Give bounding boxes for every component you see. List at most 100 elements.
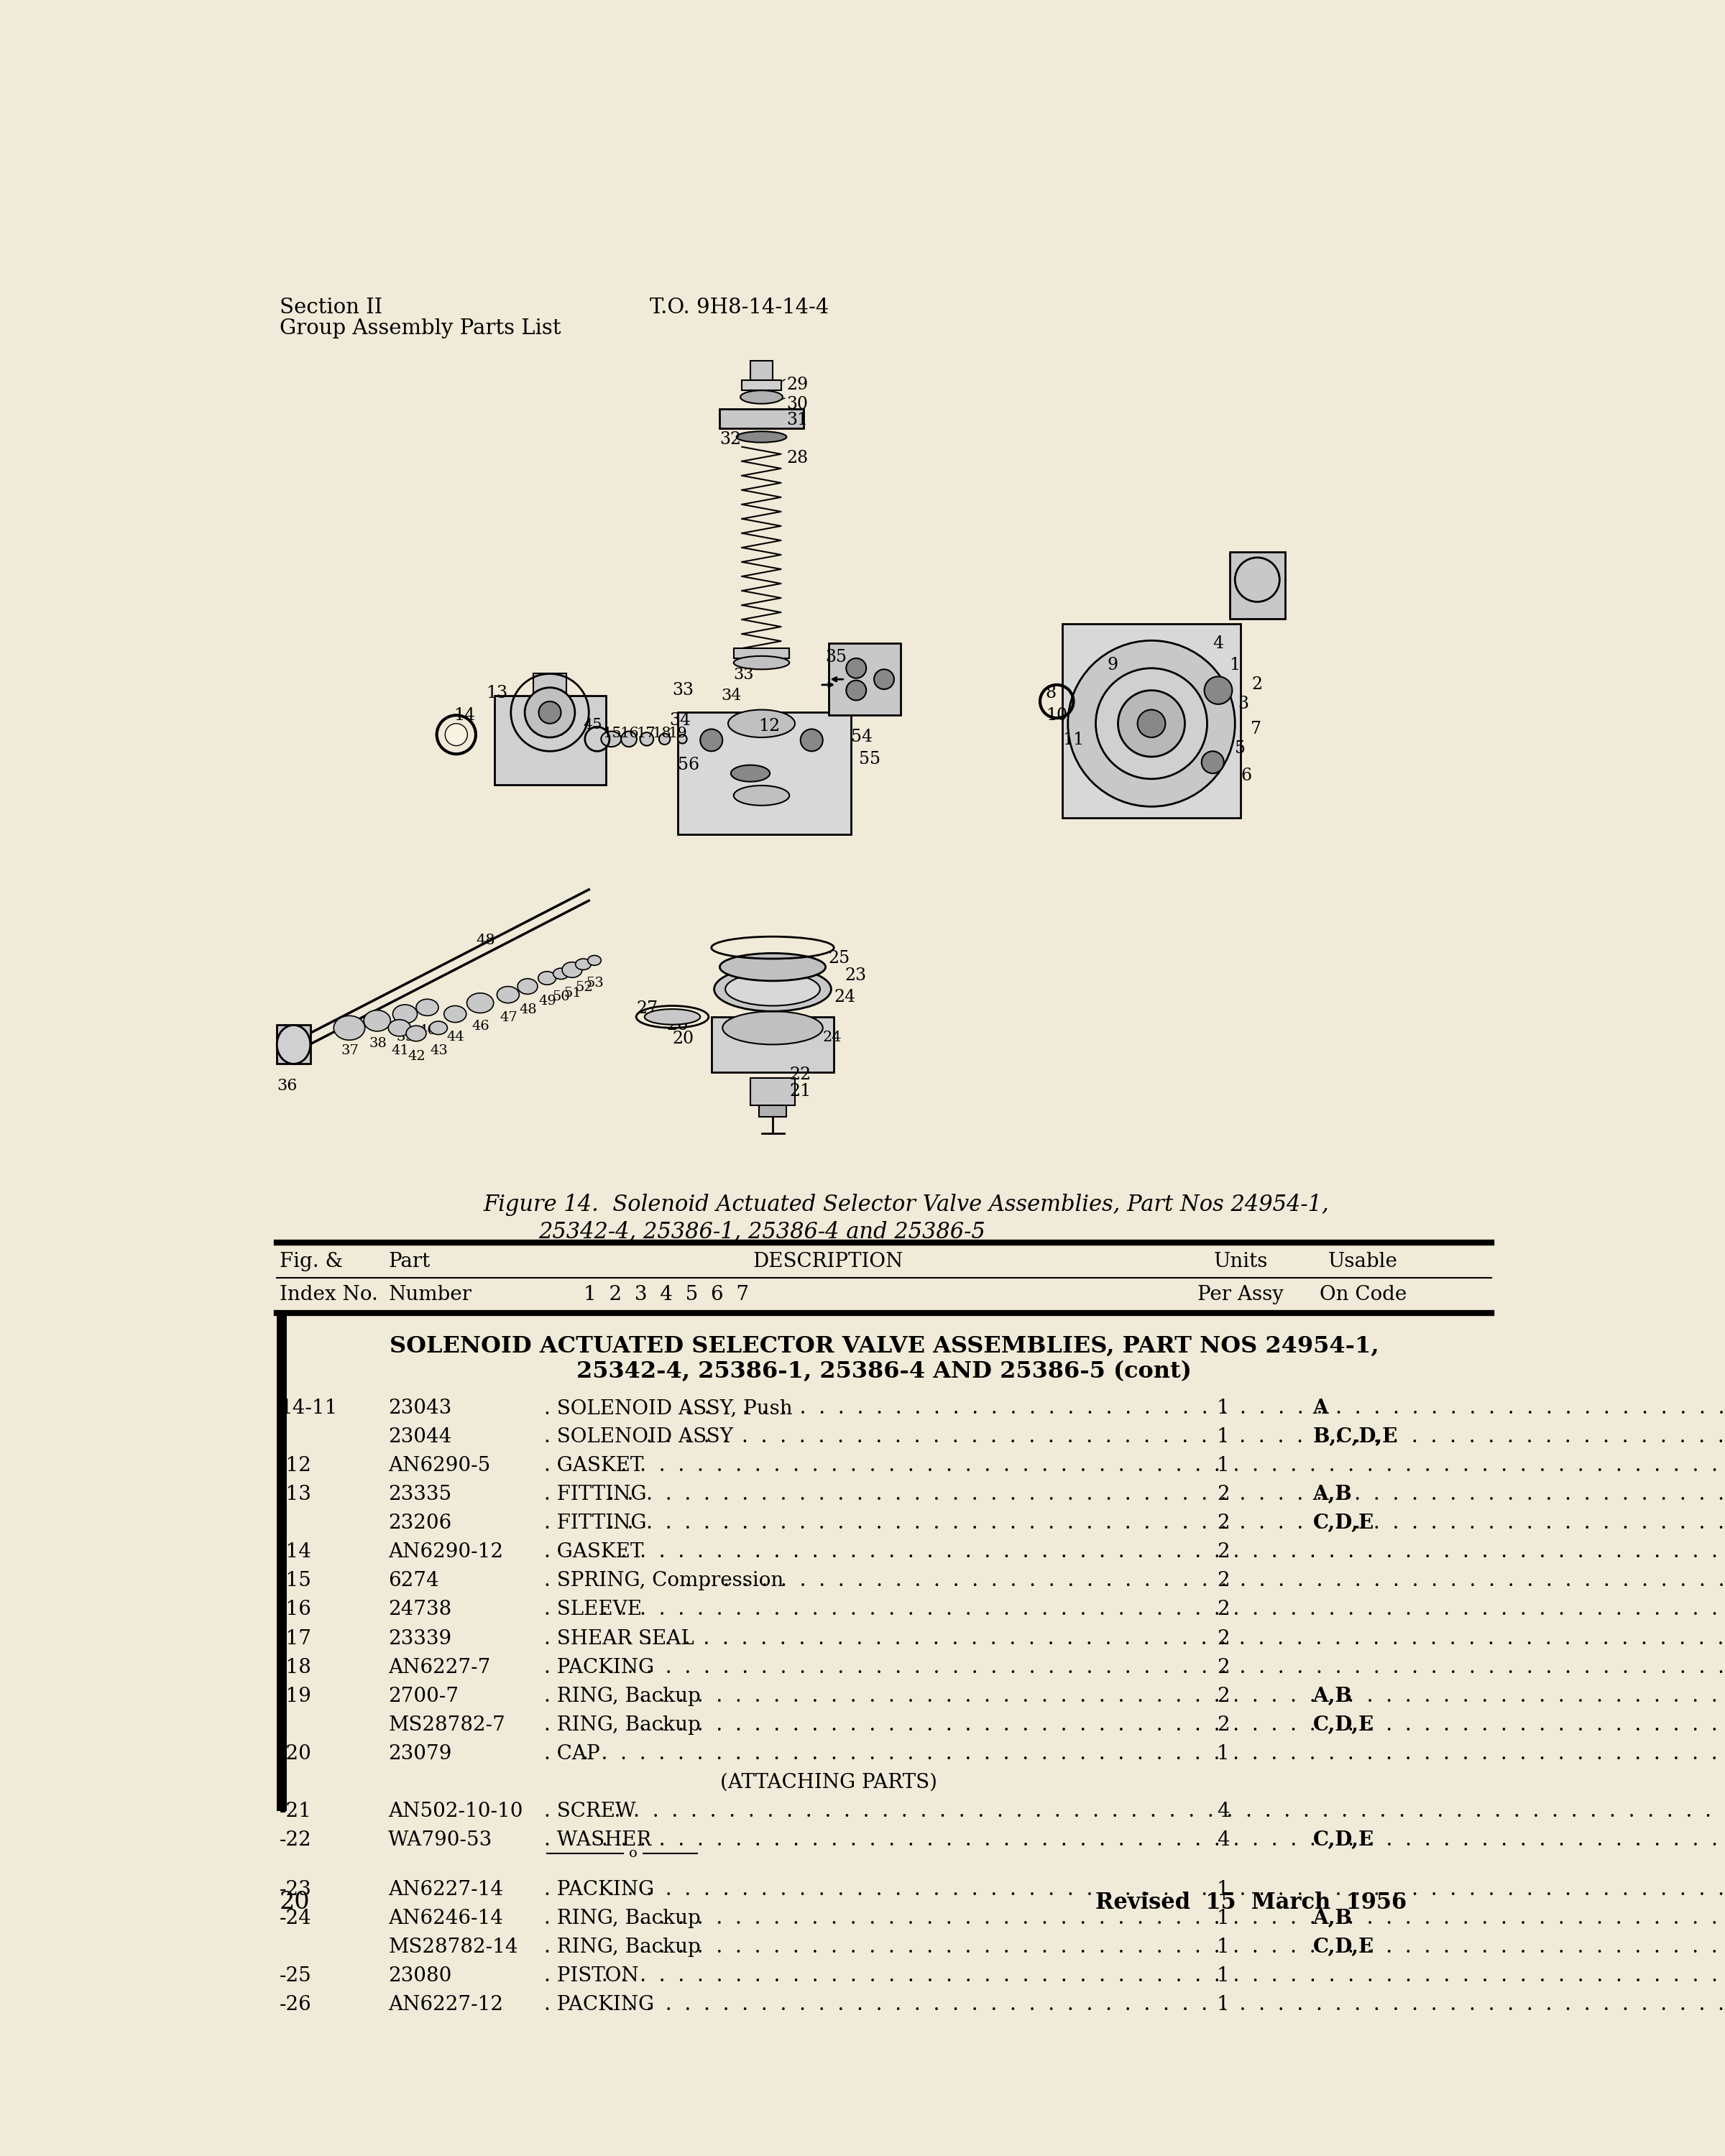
Text: 1: 1: [1216, 1994, 1230, 2014]
Text: AN6227-7: AN6227-7: [388, 1658, 490, 1677]
Ellipse shape: [576, 959, 592, 970]
Text: 1: 1: [1216, 1427, 1230, 1447]
Text: o: o: [630, 1848, 638, 1861]
Bar: [750, 360, 773, 379]
Text: Revised  15  March  1956: Revised 15 March 1956: [1095, 1891, 1408, 1915]
Text: 49: 49: [538, 994, 557, 1007]
Ellipse shape: [737, 431, 787, 442]
Text: AN6227-12: AN6227-12: [388, 1994, 504, 2014]
Text: 17: 17: [637, 727, 656, 740]
Text: -14: -14: [279, 1542, 312, 1561]
Text: 37: 37: [342, 1044, 359, 1056]
Text: . RING, Backup: . RING, Backup: [545, 1716, 700, 1736]
Text: .  .  .  .  .  .  .  .  .  .  .  .  .  .  .  .  .  .  .  .  .  .  .  .  .  .  . : . . . . . . . . . . . . . . . . . . . . …: [602, 1658, 1725, 1677]
Text: B,C,D,E: B,C,D,E: [1313, 1427, 1397, 1447]
Text: .  .  .  .  .  .  .  .  .  .  .  .  .  .  .  .  .  .  .  .  .  .  .  .  .  .  . : . . . . . . . . . . . . . . . . . . . . …: [640, 1427, 1725, 1447]
Text: 34: 34: [669, 711, 692, 729]
Text: 2: 2: [1216, 1485, 1230, 1505]
Bar: [742, 379, 781, 390]
Text: . SPRING, Compression: . SPRING, Compression: [545, 1572, 783, 1591]
Text: 3: 3: [1239, 696, 1249, 711]
Text: 47: 47: [500, 1011, 518, 1024]
Text: -16: -16: [279, 1600, 312, 1619]
Text: A: A: [1313, 1399, 1328, 1419]
Text: 1  2  3  4  5  6  7: 1 2 3 4 5 6 7: [583, 1285, 749, 1304]
Ellipse shape: [333, 1015, 366, 1039]
Ellipse shape: [1204, 677, 1232, 705]
Text: 31: 31: [787, 412, 809, 429]
Ellipse shape: [524, 688, 574, 737]
Text: .  .  .  .  .  .  .  .  .  .  .  .  .  .  .  .  .  .  .  .  .  .  .  .  .  .  . : . . . . . . . . . . . . . . . . . . . . …: [678, 1399, 1725, 1419]
Text: T.O. 9H8-14-14-4: T.O. 9H8-14-14-4: [650, 298, 830, 317]
Text: 2: 2: [1252, 677, 1263, 692]
Text: . SOLENOID ASSY, Push: . SOLENOID ASSY, Push: [545, 1399, 794, 1419]
Text: -25: -25: [279, 1966, 312, 1986]
Text: 23080: 23080: [388, 1966, 452, 1986]
Text: AN6290-5: AN6290-5: [388, 1455, 490, 1475]
Text: .  .  .  .  .  .  .  .  .  .  .  .  .  .  .  .  .  .  .  .  .  .  .  .  .  .  . : . . . . . . . . . . . . . . . . . . . . …: [633, 1938, 1725, 1958]
Text: .  .  .  .  .  .  .  .  .  .  .  .  .  .  .  .  .  .  .  .  .  .  .  .  .  .  . : . . . . . . . . . . . . . . . . . . . . …: [595, 1830, 1725, 1850]
Text: .  .  .  .  .  .  .  .  .  .  .  .  .  .  .  .  .  .  .  .  .  .  .  .  .  .  . : . . . . . . . . . . . . . . . . . . . . …: [633, 1908, 1725, 1927]
Text: 23079: 23079: [388, 1744, 452, 1764]
Ellipse shape: [733, 785, 790, 806]
Text: AN6227-14: AN6227-14: [388, 1880, 504, 1899]
Text: A,B: A,B: [1313, 1908, 1352, 1927]
Ellipse shape: [497, 987, 519, 1003]
Text: . FITTING: . FITTING: [545, 1514, 647, 1533]
Text: 41: 41: [392, 1044, 409, 1056]
Text: 56: 56: [678, 757, 700, 774]
Bar: [719, 410, 804, 429]
Text: 20: 20: [673, 1031, 693, 1048]
Ellipse shape: [1095, 668, 1208, 778]
Text: . SLEEVE: . SLEEVE: [545, 1600, 642, 1619]
Text: .  .  .  .  .  .  .  .  .  .  .  .  .  .  .  .  .  .  .  .  .  .  .  .  .  .  . : . . . . . . . . . . . . . . . . . . . . …: [602, 1514, 1725, 1533]
Text: -23: -23: [279, 1880, 312, 1899]
Text: .  .  .  .  .  .  .  .  .  .  .  .  .  .  .  .  .  .  .  .  .  .  .  .  .  .  . : . . . . . . . . . . . . . . . . . . . . …: [595, 1542, 1725, 1561]
Text: (ATTACHING PARTS): (ATTACHING PARTS): [719, 1772, 937, 1792]
Ellipse shape: [518, 979, 538, 994]
Text: -24: -24: [279, 1908, 312, 1927]
Text: Figure 14.  Solenoid Actuated Selector Valve Assemblies, Part Nos 24954-1,: Figure 14. Solenoid Actuated Selector Va…: [483, 1194, 1328, 1216]
Text: .  .  .  .  .  .  .  .  .  .  .  .  .  .  .  .  .  .  .  .  .  .  .  .  .  .  . : . . . . . . . . . . . . . . . . . . . . …: [678, 1572, 1725, 1591]
Text: 21: 21: [790, 1082, 811, 1100]
Text: 2: 2: [1216, 1542, 1230, 1561]
Text: AN6290-12: AN6290-12: [388, 1542, 504, 1561]
Text: 25342-4, 25386-1, 25386-4 and 25386-5: 25342-4, 25386-1, 25386-4 and 25386-5: [538, 1220, 985, 1242]
Ellipse shape: [554, 968, 569, 979]
Ellipse shape: [645, 1009, 700, 1024]
Text: 51: 51: [564, 987, 581, 1000]
Text: 43: 43: [430, 1044, 448, 1056]
Text: 1: 1: [1216, 1880, 1230, 1899]
Text: 48: 48: [476, 934, 495, 946]
Text: 28: 28: [787, 451, 809, 466]
Text: 29: 29: [787, 377, 809, 392]
Bar: [733, 649, 790, 658]
Text: 42: 42: [407, 1050, 426, 1063]
Text: 15: 15: [602, 727, 623, 740]
Text: 2: 2: [1216, 1572, 1230, 1591]
Text: Group Assembly Parts List: Group Assembly Parts List: [279, 319, 561, 338]
Text: 6274: 6274: [388, 1572, 440, 1591]
Ellipse shape: [443, 1005, 466, 1022]
Bar: [278, 349, 1490, 1177]
Text: C,D,E: C,D,E: [1313, 1716, 1375, 1736]
Ellipse shape: [538, 701, 561, 724]
Bar: [1230, 552, 1285, 619]
Text: A,B: A,B: [1313, 1686, 1352, 1705]
Text: 53: 53: [587, 977, 604, 990]
Text: SOLENOID ACTUATED SELECTOR VALVE ASSEMBLIES, PART NOS 24954-1,: SOLENOID ACTUATED SELECTOR VALVE ASSEMBL…: [390, 1335, 1378, 1358]
Ellipse shape: [600, 731, 621, 746]
Text: . PACKING: . PACKING: [545, 1880, 654, 1899]
Text: -17: -17: [279, 1630, 312, 1649]
Text: A,B: A,B: [1313, 1485, 1352, 1505]
Text: 19: 19: [668, 727, 687, 740]
Ellipse shape: [700, 729, 723, 750]
Text: . GASKET: . GASKET: [545, 1542, 643, 1561]
Text: . PACKING: . PACKING: [545, 1994, 654, 2014]
Text: On Code: On Code: [1320, 1285, 1406, 1304]
Bar: [1063, 623, 1240, 817]
Text: Units: Units: [1213, 1253, 1268, 1272]
Bar: [278, 1313, 286, 1811]
Text: 48: 48: [519, 1003, 536, 1015]
Bar: [750, 1078, 795, 1106]
